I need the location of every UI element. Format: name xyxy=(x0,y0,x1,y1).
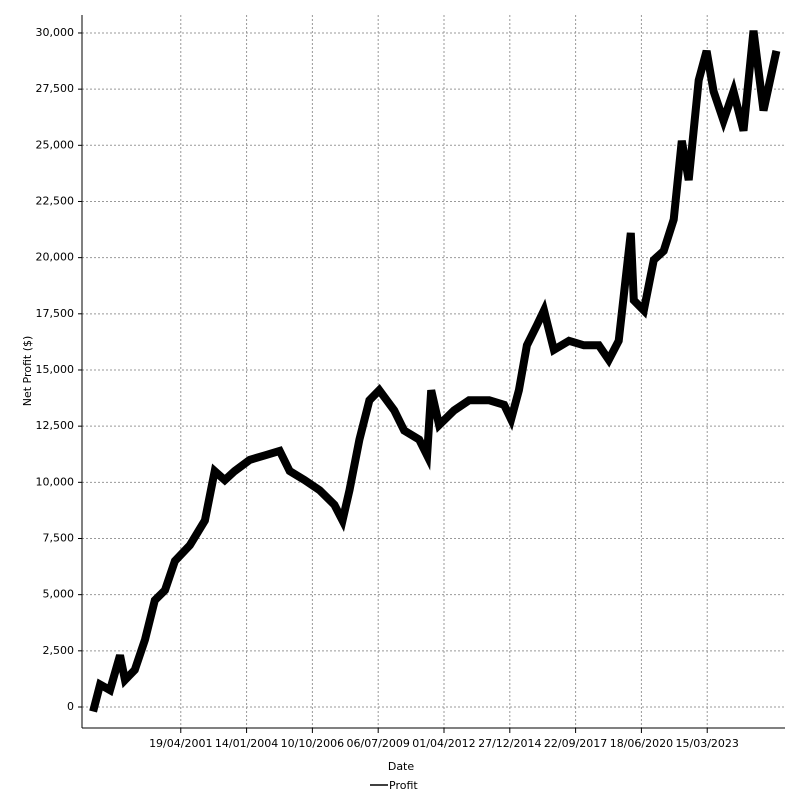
x-tick-label: 22/09/2017 xyxy=(544,737,607,750)
y-tick-label: 25,000 xyxy=(36,138,75,151)
y-tick-label: 27,500 xyxy=(36,82,75,95)
y-tick-label: 15,000 xyxy=(36,363,75,376)
x-tick-label: 10/10/2006 xyxy=(281,737,344,750)
y-tick-label: 0 xyxy=(67,700,74,713)
y-tick-label: 5,000 xyxy=(43,588,75,601)
y-tick-label: 22,500 xyxy=(36,194,75,207)
x-tick-label: 15/03/2023 xyxy=(676,737,739,750)
x-tick-label: 27/12/2014 xyxy=(478,737,541,750)
series-line xyxy=(89,30,781,713)
y-tick-label: 17,500 xyxy=(36,307,75,320)
y-tick-label: 10,000 xyxy=(36,475,75,488)
x-tick-label: 06/07/2009 xyxy=(346,737,409,750)
x-tick-label: 01/04/2012 xyxy=(412,737,475,750)
y-tick-label: 7,500 xyxy=(43,531,75,544)
y-tick-label: 30,000 xyxy=(36,26,75,39)
y-tick-label: 2,500 xyxy=(43,644,75,657)
x-tick-label: 19/04/2001 xyxy=(149,737,212,750)
x-axis-label: Date xyxy=(388,760,415,773)
y-axis-label: Net Profit ($) xyxy=(21,336,34,407)
y-tick-label: 12,500 xyxy=(36,419,75,432)
legend-label: Profit xyxy=(389,779,418,792)
x-tick-label: 18/06/2020 xyxy=(610,737,673,750)
x-tick-label: 14/01/2004 xyxy=(215,737,278,750)
y-tick-label: 20,000 xyxy=(36,251,75,264)
